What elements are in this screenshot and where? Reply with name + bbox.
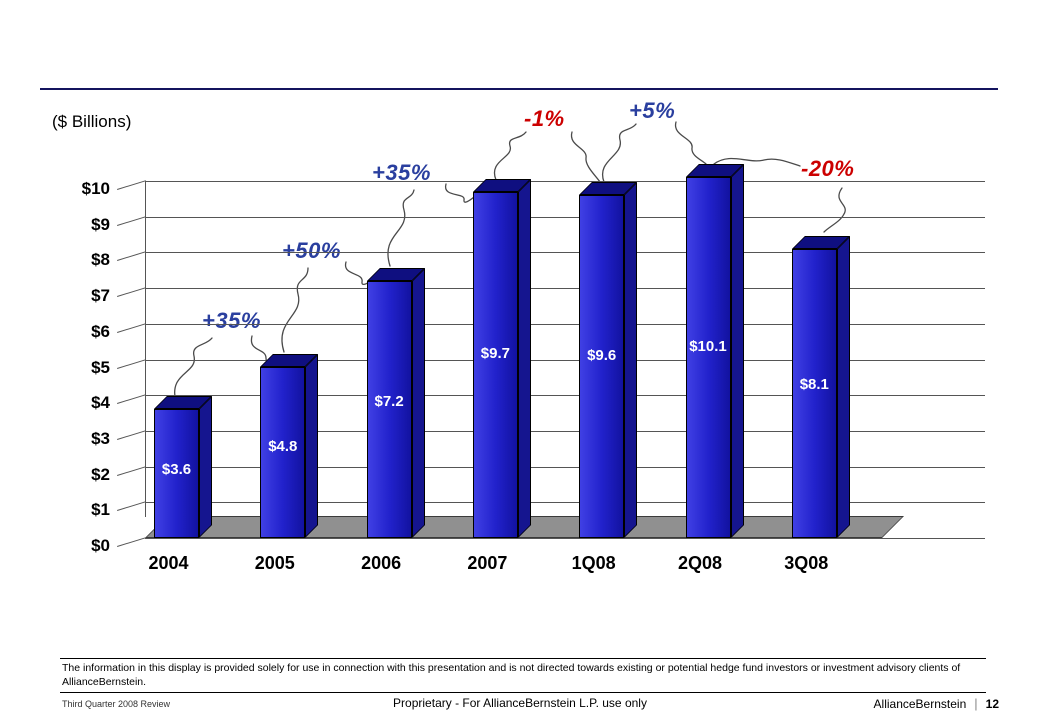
bar-front-face (791, 248, 837, 538)
x-axis-label: 3Q08 (784, 553, 829, 573)
bar-side-face (411, 267, 425, 538)
bar-side-face (517, 178, 531, 538)
y-axis-tick (117, 537, 146, 547)
growth-annotation-2007-1Q08: -1% (524, 106, 565, 131)
bar-front-face (154, 409, 199, 538)
growth-annotation-2005-2006: +50% (282, 238, 341, 263)
bar-front-face (366, 280, 412, 538)
gridline (145, 181, 985, 182)
bar-side-face (199, 396, 212, 538)
bar-1Q08: $9.6 (579, 182, 638, 538)
y-axis-label: $10 (81, 179, 110, 198)
page-number: 12 (985, 696, 999, 711)
y-axis-label: $3 (91, 428, 110, 448)
y-axis-tick (117, 501, 146, 512)
x-axis-label: 2007 (467, 553, 508, 573)
bar-front-face (579, 195, 625, 538)
bar-3Q08: $8.1 (791, 235, 850, 538)
x-axis-label: 2005 (254, 553, 295, 573)
growth-connector-4b (570, 131, 601, 183)
bar-2004: $3.6 (154, 396, 212, 538)
gridline (145, 323, 985, 325)
bar-side-face (836, 235, 850, 538)
bar-value-label: $3.6 (161, 460, 192, 478)
growth-connector-5b (674, 121, 707, 165)
growth-annotation-2006-2007: +35% (372, 160, 431, 185)
x-axis-label: 2006 (361, 553, 402, 573)
y-axis-tick (117, 323, 146, 333)
header-rule (40, 88, 998, 90)
footer-proprietary-label: Proprietary - For AllianceBernstein L.P.… (393, 696, 647, 710)
footer-brand-group: AllianceBernstein | 12 (874, 696, 999, 711)
y-axis-label: $8 (91, 250, 110, 270)
growth-connector-4a (493, 131, 527, 181)
bar-value-label: $8.1 (799, 375, 829, 393)
y-axis-tick (117, 287, 146, 298)
growth-connector-6b (823, 187, 846, 233)
gridline (145, 466, 985, 468)
gridline (145, 359, 985, 361)
bar-front-face (260, 366, 306, 538)
bar-side-face (624, 182, 638, 538)
y-axis-label: $7 (91, 286, 110, 306)
bar-side-face (305, 353, 319, 538)
bar-front-face (472, 191, 518, 538)
disclaimer-text: The information in this display is provi… (60, 658, 986, 694)
bar-front-face (685, 177, 731, 538)
y-axis-label: $2 (91, 464, 110, 484)
growth-annotation-2004-2005: +35% (202, 308, 261, 333)
footer-review-label: Third Quarter 2008 Review (62, 699, 171, 709)
growth-connector-2a (281, 267, 309, 353)
y-axis-label: $5 (91, 357, 110, 377)
x-axis-label: 1Q08 (571, 553, 616, 573)
gridline (145, 538, 985, 539)
y-axis-tick (117, 180, 146, 190)
y-axis-tick (117, 394, 146, 405)
bar-value-label: $9.7 (480, 345, 510, 363)
y-axis-label: $4 (91, 393, 110, 413)
x-axis-label: 2Q08 (677, 553, 723, 573)
gridline (145, 502, 985, 504)
y-axis-label: $6 (91, 321, 110, 341)
growth-connector-5a (601, 123, 637, 183)
gridline (145, 430, 985, 432)
growth-connector-1a (173, 337, 213, 403)
y-axis-label: $0 (91, 536, 110, 555)
bar-value-label: $4.8 (268, 438, 298, 456)
gridline (145, 288, 985, 290)
growth-connector-3a (387, 189, 415, 267)
gridline (145, 216, 985, 218)
gridline (145, 395, 985, 397)
bar-value-label: $10.1 (689, 337, 727, 355)
gridline (145, 252, 985, 254)
y-axis-tick (117, 465, 146, 476)
y-axis-tick (117, 251, 146, 262)
footer-brand: AllianceBernstein (873, 696, 967, 711)
bar-2006: $7.2 (366, 267, 425, 538)
bar-2Q08: $10.1 (685, 164, 744, 538)
bar-2007: $9.7 (472, 178, 531, 538)
bar-side-face (730, 164, 744, 538)
y-axis-label: $9 (91, 214, 110, 234)
bar-2005: $4.8 (260, 353, 319, 538)
x-axis-label: 2004 (148, 553, 189, 573)
growth-annotation-2Q08-3Q08: -20% (801, 156, 855, 181)
growth-annotation-1Q08-2Q08: +5% (629, 98, 676, 123)
y-axis-tick (117, 215, 146, 226)
bar-value-label: $9.6 (587, 347, 617, 365)
y-axis-line (145, 181, 146, 517)
bar-value-label: $7.2 (374, 392, 404, 410)
y-axis-tick (117, 358, 146, 369)
footer-divider: | (974, 696, 978, 711)
axis-unit-label: ($ Billions) (52, 112, 132, 131)
y-axis-label: $1 (91, 500, 110, 520)
y-axis-tick (117, 430, 146, 440)
